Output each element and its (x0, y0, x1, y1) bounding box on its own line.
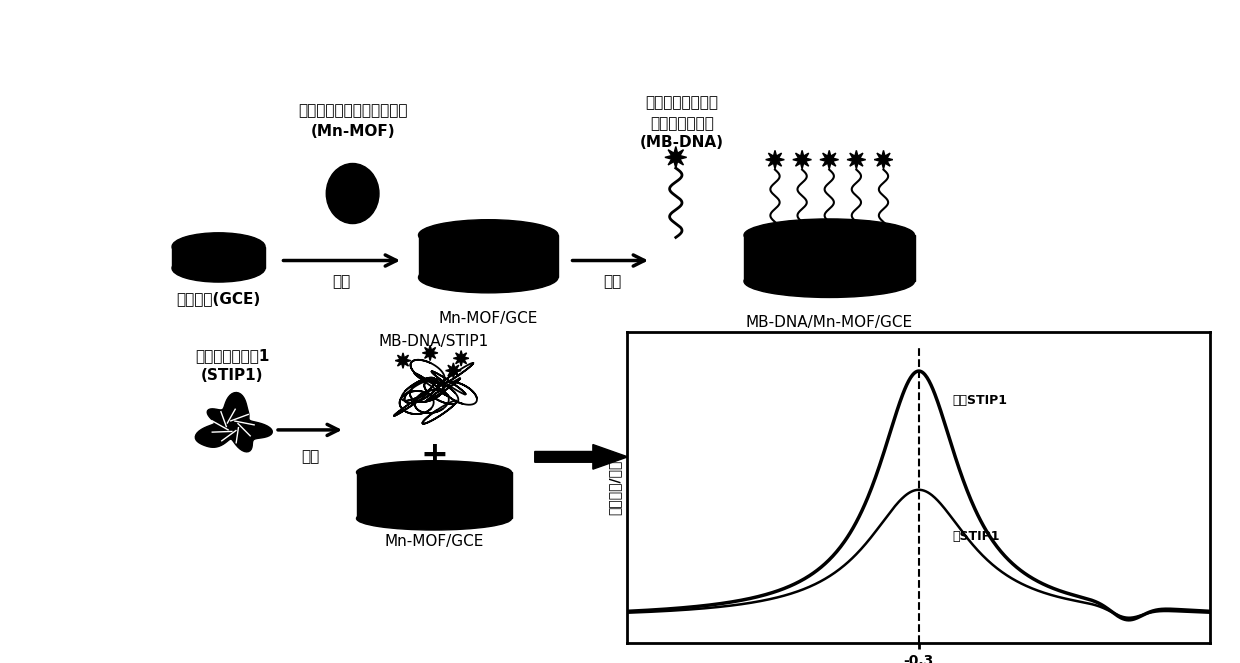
Ellipse shape (326, 164, 379, 223)
Polygon shape (196, 392, 273, 452)
Ellipse shape (357, 461, 511, 484)
Polygon shape (454, 351, 469, 366)
Ellipse shape (172, 233, 265, 261)
Polygon shape (665, 147, 687, 168)
Polygon shape (792, 151, 811, 169)
Polygon shape (874, 151, 893, 169)
Polygon shape (357, 472, 511, 518)
Ellipse shape (357, 507, 511, 530)
Text: (MB-DNA): (MB-DNA) (640, 135, 724, 151)
Text: 孵育: 孵育 (603, 274, 621, 290)
Polygon shape (534, 444, 627, 469)
Text: 加STIP1: 加STIP1 (952, 530, 999, 543)
Text: 未加STIP1: 未加STIP1 (952, 394, 1007, 407)
Text: (STIP1): (STIP1) (201, 368, 264, 383)
Polygon shape (744, 235, 915, 281)
Text: (Mn-MOF): (Mn-MOF) (310, 125, 394, 139)
Text: MB-DNA/STIP1: MB-DNA/STIP1 (379, 334, 489, 349)
Text: 滴涂: 滴涂 (332, 274, 350, 290)
Polygon shape (766, 151, 785, 169)
Text: 玻碳电极(GCE): 玻碳电极(GCE) (176, 292, 260, 306)
Polygon shape (820, 151, 838, 169)
Polygon shape (847, 151, 866, 169)
Text: +: + (420, 439, 448, 472)
Ellipse shape (172, 255, 265, 282)
Text: 锄渗杂金属有机骨架复合物: 锄渗杂金属有机骨架复合物 (298, 103, 408, 118)
Text: 的单链核酸适体: 的单链核酸适体 (650, 116, 714, 131)
Text: 孵育: 孵育 (301, 450, 319, 464)
Text: Mn-MOF/GCE: Mn-MOF/GCE (439, 311, 538, 326)
Polygon shape (445, 363, 461, 379)
Polygon shape (419, 235, 558, 277)
Ellipse shape (744, 219, 915, 251)
Polygon shape (172, 247, 265, 269)
Ellipse shape (744, 265, 915, 298)
Text: Mn-MOF/GCE: Mn-MOF/GCE (384, 534, 484, 549)
Y-axis label: 电流强度/微安: 电流强度/微安 (608, 459, 622, 515)
Text: 应激诱导磷蛋白1: 应激诱导磷蛋白1 (196, 347, 269, 363)
Text: 亚甲基蓝未端标记: 亚甲基蓝未端标记 (646, 95, 718, 110)
Ellipse shape (419, 262, 558, 293)
Polygon shape (423, 345, 438, 361)
Polygon shape (396, 353, 410, 369)
Ellipse shape (419, 219, 558, 251)
Text: MB-DNA/Mn-MOF/GCE: MB-DNA/Mn-MOF/GCE (745, 315, 913, 330)
